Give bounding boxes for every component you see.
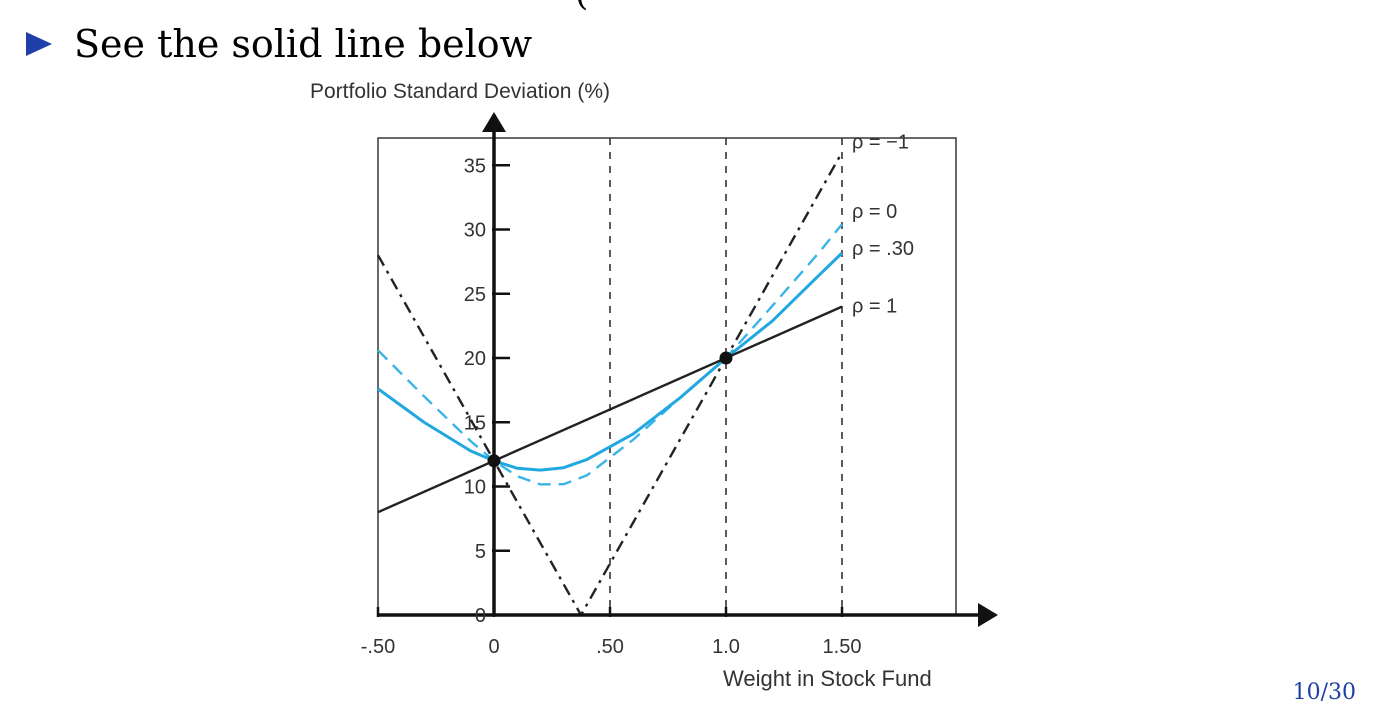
key-point-1 [719,351,733,365]
series-label-1: ρ = 0 [852,201,897,223]
page-number: 10/30 [1292,680,1356,705]
series-line-1 [377,223,843,486]
series-line-2 [377,251,844,472]
y-tick-label-0: 0 [475,605,486,627]
y-tick-label-7: 35 [464,155,486,177]
x-tick-label-2: .50 [596,636,624,658]
x-tick-label-4: 1.50 [823,636,862,658]
reference-lines [609,138,843,615]
y-tick-label-1: 5 [475,541,486,563]
y-tick-label-4: 20 [464,348,486,370]
cut-off-heading: ( [575,0,588,14]
y-ticks: 0 5 10 15 20 25 30 35 [464,155,510,627]
x-tick-label-3: 1.0 [712,636,740,658]
y-axis-label: Portfolio Standard Deviation (%) [310,80,610,103]
y-tick-label-3: 15 [464,412,486,434]
series-labels: ρ = −1 ρ = 0 ρ = .30 ρ = 1 [852,131,914,317]
y-tick-label-5: 25 [464,284,486,306]
series-label-0: ρ = −1 [852,131,909,153]
x-axis-label: Weight in Stock Fund [723,666,932,691]
y-axis-arrow-icon [482,112,506,132]
series-line-3 [377,305,843,514]
x-axis-arrow-icon [978,603,998,627]
x-tick-label-1: 0 [488,636,499,658]
bullet-triangle-icon [26,32,52,56]
series-label-3: ρ = 1 [852,296,897,318]
bullet-text: See the solid line below [74,22,533,66]
key-point-0 [487,454,501,468]
bullet-item: See the solid line below [26,22,532,66]
y-tick-label-2: 10 [464,477,486,499]
y-tick-label-6: 30 [464,220,486,242]
x-ticks: -.50 0 .50 1.0 1.50 [361,607,862,658]
key-points [487,351,733,468]
series-label-2: ρ = .30 [852,238,914,260]
x-tick-label-0: -.50 [361,636,395,658]
